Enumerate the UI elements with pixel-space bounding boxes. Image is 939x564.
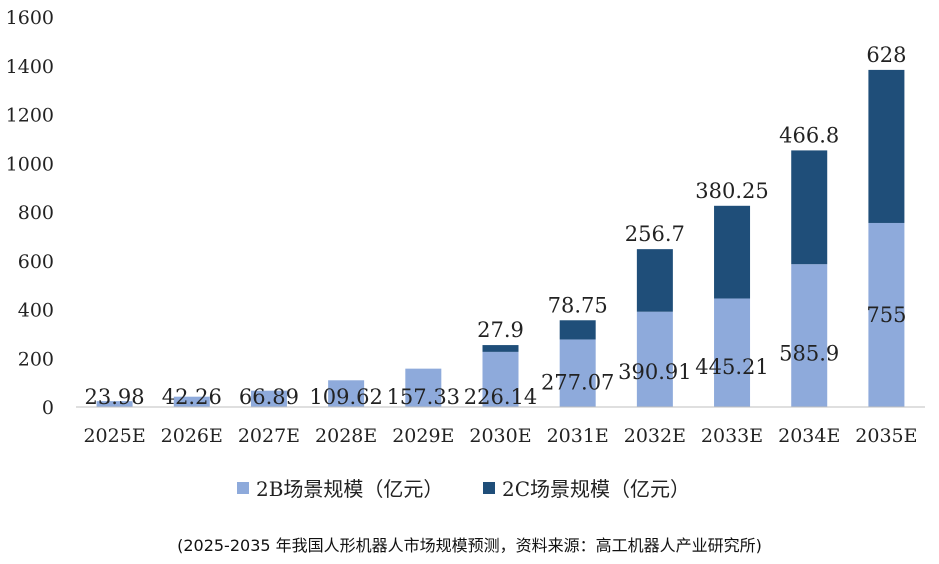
data-label-2c: 78.75 (548, 293, 608, 317)
stacked-bar-chart: 0 200 400 600 800 1000 1200 1400 1600 2025E 2026E… (6, 7, 925, 501)
data-label-2c: 380.25 (695, 179, 768, 203)
data-label-2b: 109.62 (309, 385, 382, 409)
y-tick-label: 1000 (6, 153, 54, 175)
x-tick-label: 2029E (392, 425, 454, 447)
y-axis: 0 200 400 600 800 1000 1200 1400 1600 (6, 7, 54, 419)
y-tick-label: 400 (18, 300, 54, 322)
x-tick-label: 2032E (624, 425, 686, 447)
data-label-2b: 277.07 (541, 370, 614, 394)
bar-2b (482, 351, 519, 407)
legend-label-2c: 2C场景规模（亿元） (502, 477, 690, 501)
bar-2c (714, 205, 751, 299)
x-tick-label: 2033E (701, 425, 763, 447)
bar-2b (250, 390, 287, 407)
legend-swatch-2c (483, 482, 495, 494)
x-axis: 2025E 2026E 2027E 2028E 2029E 2030E 2031E 2032E… (76, 406, 925, 447)
data-label-2b: 390.91 (618, 360, 691, 384)
y-tick-label: 1200 (6, 105, 54, 127)
x-tick-label: 2034E (778, 425, 840, 447)
data-label-2b: 66.89 (239, 385, 299, 409)
x-tick-label: 2030E (469, 425, 531, 447)
data-labels: 23.98 42.26 66.89 109.62 157.33 226.14 27.9 277… (85, 43, 907, 409)
data-label-2b: 755 (866, 303, 906, 327)
data-label-2b: 226.14 (464, 385, 537, 409)
legend-label-2b: 2B场景规模（亿元） (256, 477, 443, 501)
x-tick-label: 2026E (161, 425, 223, 447)
bar-2b (96, 401, 133, 407)
bar-2c (868, 69, 905, 223)
bar-2b (405, 368, 442, 407)
bars (96, 69, 905, 407)
data-label-2b: 585.9 (779, 342, 839, 366)
y-tick-label: 200 (18, 348, 54, 370)
x-tick-label: 2027E (238, 425, 300, 447)
data-label-2b: 23.98 (85, 385, 145, 409)
bar-2b (791, 264, 828, 407)
legend-swatch-2b (237, 482, 249, 494)
x-tick-label: 2031E (547, 425, 609, 447)
x-tick-label: 2025E (83, 425, 145, 447)
bar-2b (559, 339, 596, 407)
data-label-2c: 27.9 (477, 318, 524, 342)
y-tick-label: 800 (18, 202, 54, 224)
bar-2c (791, 150, 828, 265)
bar-2b (173, 396, 210, 407)
y-tick-label: 0 (42, 397, 54, 419)
data-label-2b: 445.21 (695, 355, 768, 379)
bar-2b (868, 222, 905, 407)
bar-2c (636, 249, 673, 312)
x-tick-label: 2035E (855, 425, 917, 447)
bar-2b (714, 298, 751, 407)
y-tick-label: 1600 (6, 7, 54, 29)
data-label-2b: 42.26 (162, 385, 222, 409)
data-label-2b: 157.33 (387, 385, 460, 409)
bar-2b (636, 311, 673, 407)
y-tick-label: 1400 (6, 56, 54, 78)
legend: 2B场景规模（亿元） 2C场景规模（亿元） (237, 477, 690, 501)
bar-2c (559, 320, 596, 340)
bar-2c (482, 345, 519, 352)
data-label-2c: 628 (866, 43, 906, 67)
data-label-2c: 256.7 (625, 222, 685, 246)
chart-caption: (2025-2035 年我国人形机器人市场规模预测，资料来源：高工机器人产业研究… (177, 536, 762, 555)
x-tick-label: 2028E (315, 425, 377, 447)
bar-2b (328, 380, 365, 407)
data-label-2c: 466.8 (779, 123, 839, 147)
y-tick-label: 600 (18, 251, 54, 273)
